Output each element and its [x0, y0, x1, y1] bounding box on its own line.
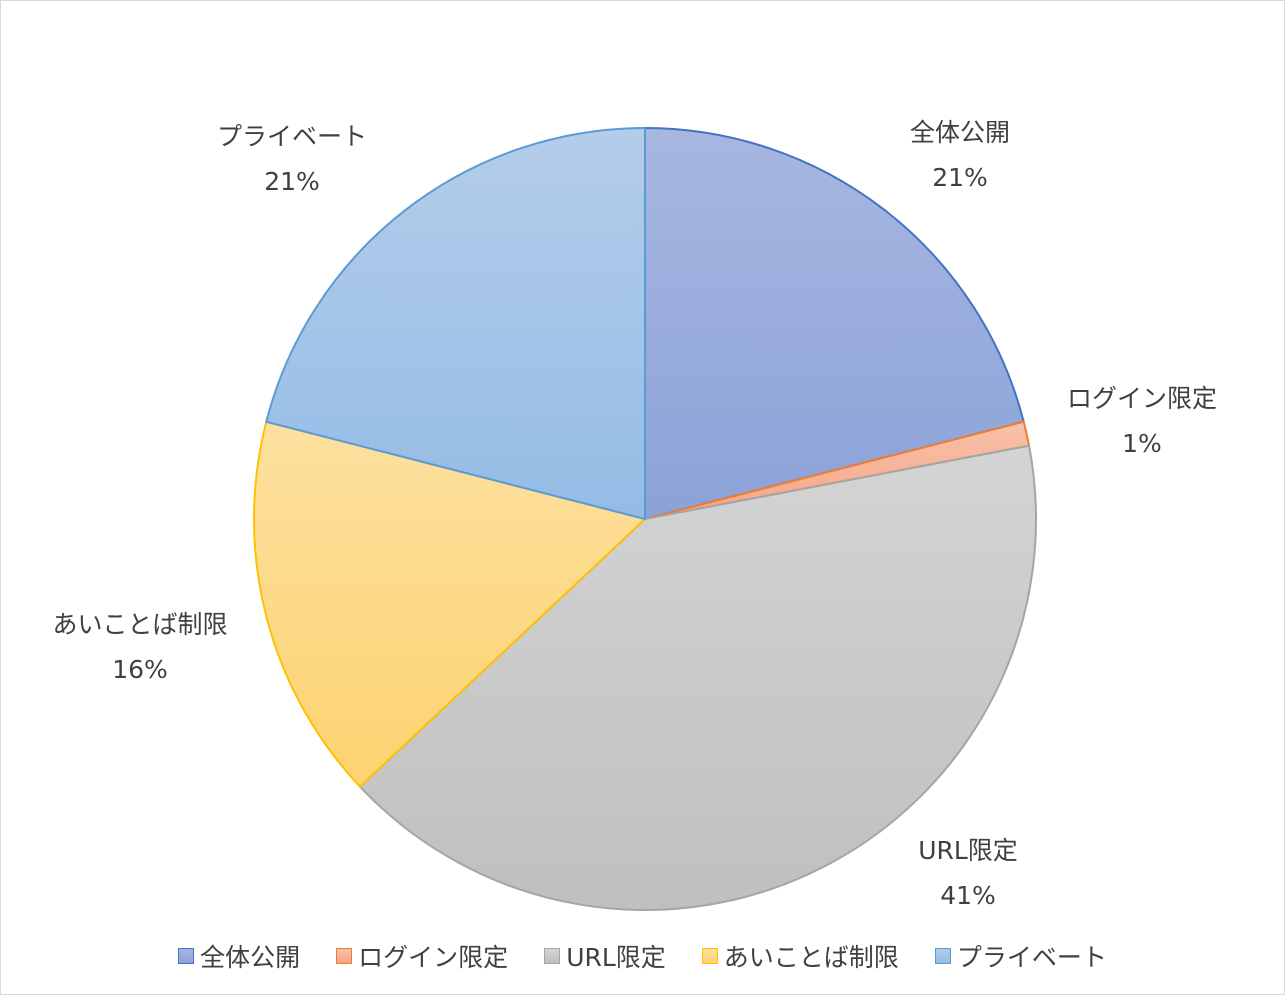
legend-swatch-3	[544, 948, 561, 964]
legend-label-2: ログイン限定	[358, 943, 509, 972]
legend-item-1: 全体公開	[178, 938, 300, 974]
chart-legend: 全体公開 ログイン限定 URL限定 あいことば制限 プライベート	[0, 936, 1285, 976]
legend-swatch-2	[336, 948, 353, 964]
legend-label-5: プライベート	[956, 943, 1107, 972]
pie-slice-1	[644, 127, 1025, 520]
data-label-percent-1: 21%	[932, 163, 988, 192]
pie-slice-3	[358, 444, 1037, 911]
data-label-percent-3: 41%	[940, 881, 996, 910]
pie-slice-5	[265, 127, 646, 520]
data-label-category-3: URL限定	[918, 836, 1018, 865]
pie-slices	[252, 127, 1037, 911]
legend-label-3: URL限定	[566, 943, 666, 972]
data-label-category-5: プライベート	[217, 122, 367, 151]
legend-swatch-5	[934, 948, 951, 964]
legend-swatch-4	[701, 948, 718, 964]
legend-item-3: URL限定	[544, 938, 666, 974]
data-label-category-1: 全体公開	[910, 118, 1010, 147]
legend-item-4: あいことば制限	[701, 938, 899, 974]
legend-label-4: あいことば制限	[723, 943, 899, 972]
data-label-percent-5: 21%	[264, 167, 320, 196]
data-label-percent-2: 1%	[1122, 429, 1162, 458]
data-label-percent-4: 16%	[112, 655, 168, 684]
data-label-category-4: あいことば制限	[52, 610, 227, 639]
pie-slice-4	[252, 420, 646, 788]
legend-label-1: 全体公開	[200, 943, 301, 972]
data-label-category-2: ログイン限定	[1067, 384, 1217, 413]
legend-item-5: プライベート	[934, 938, 1107, 974]
legend-swatch-1	[178, 948, 195, 964]
pie-data-labels: 全体公開 21% ログイン限定 1% URL限定 41% あいことば制限 16% プライベート 2…	[52, 118, 1217, 910]
legend-item-2: ログイン限定	[336, 938, 508, 974]
